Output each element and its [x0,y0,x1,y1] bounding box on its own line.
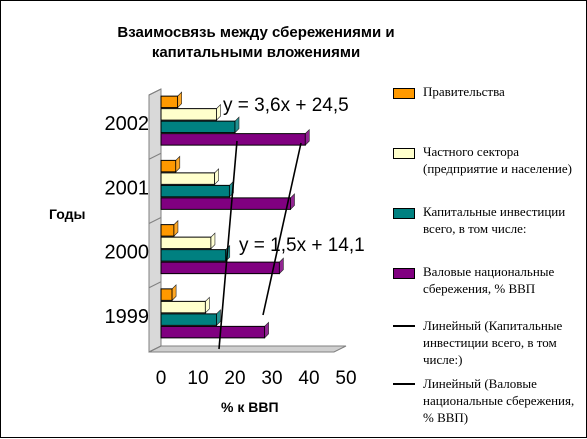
x-axis-label: % к ВВП [221,399,279,415]
trendline-1 [218,140,238,350]
bar-2001-series-1 [160,159,177,173]
bar-2002-series-3 [160,120,236,134]
plot-floor [148,345,347,353]
bar-2001-series-3 [160,184,230,198]
category-gridline [148,217,162,224]
legend-label: Правительства [423,84,505,99]
bar-side-2002-series-1 [177,91,182,109]
x-tick-label: 10 [187,368,208,389]
trendline-2 [262,142,302,316]
bar-side-2001-series-4 [290,193,295,211]
legend-item-3: Капитальные инвестиции всего, в том числ… [393,203,583,237]
legend-label: Линейный (Валовые национальные сбережени… [423,376,575,425]
bar-2002-series-2 [160,108,217,121]
legend-line-marker [393,383,415,385]
bar-2000-series-3 [160,249,227,262]
bar-side-2000-series-4 [279,257,284,275]
category-gridline [148,345,162,353]
trendline-equation-1: y = 1,5x + 14,1 [239,235,365,256]
x-tick-label: 20 [224,368,245,389]
legend-item-5: Линейный (Капитальные инвестиции всего, … [393,317,583,368]
bar-side-2002-series-3 [234,116,240,134]
trendline-equation-2: y = 3,6x + 24,5 [223,95,349,116]
category-label-2000: 2000 [105,242,150,264]
plot-back-wall [161,81,354,346]
bar-1999-series-4 [160,325,266,339]
legend-swatch [393,148,415,159]
y-axis-label: Годы [49,206,86,222]
bar-side-2002-series-2 [216,103,221,121]
bar-side-1999-series-4 [264,321,269,339]
bar-2002-series-4 [160,133,306,146]
bar-side-2000-series-2 [210,232,216,250]
bar-2001-series-4 [160,197,291,210]
bar-2001-series-2 [160,172,216,185]
legend-label: Валовые национальные сбережения, % ВВП [423,264,555,296]
bar-2002-series-1 [160,95,179,109]
category-label-2002: 2002 [105,113,150,135]
x-tick-label: 40 [298,368,319,389]
bar-side-2000-series-1 [173,219,179,237]
bar-2000-series-1 [160,224,175,237]
bar-1999-series-1 [160,288,173,301]
legend-swatch [393,268,415,279]
bar-side-1999-series-2 [205,296,210,314]
bar-2000-series-4 [160,261,280,275]
legend-label: Капитальные инвестиции всего, в том числ… [423,204,566,236]
chart-title: Взаимосвязь между сбережениями и капитал… [117,24,395,61]
category-label-1999: 1999 [105,306,150,328]
legend-label: Линейный (Капитальные инвестиции всего, … [423,318,563,367]
legend-item-4: Валовые национальные сбережения, % ВВП [393,263,583,297]
bar-side-2002-series-4 [304,128,310,146]
legend-swatch [393,208,415,219]
bar-1999-series-2 [160,300,206,314]
legend-item-2: Частного сектора (предприятие и населени… [393,143,583,177]
legend-item-1: Правительства [393,83,583,100]
legend-label: Частного сектора (предприятие и населени… [423,144,572,176]
bar-side-2001-series-1 [175,155,181,173]
category-gridline [148,88,162,96]
category-label-2001: 2001 [105,177,150,199]
bar-2000-series-2 [160,236,212,250]
x-tick-label: 30 [261,368,282,389]
bar-side-2001-series-2 [214,168,219,186]
category-gridline [148,152,162,160]
x-tick-label: 50 [335,368,356,389]
bar-1999-series-3 [160,313,217,326]
legend-swatch [393,88,415,99]
category-gridline [148,281,162,289]
bar-side-1999-series-3 [216,309,221,327]
legend-item-6: Линейный (Валовые национальные сбережени… [393,375,583,426]
bar-side-1999-series-1 [171,284,177,302]
legend-line-marker [393,325,415,327]
x-tick-label: 0 [156,368,167,389]
